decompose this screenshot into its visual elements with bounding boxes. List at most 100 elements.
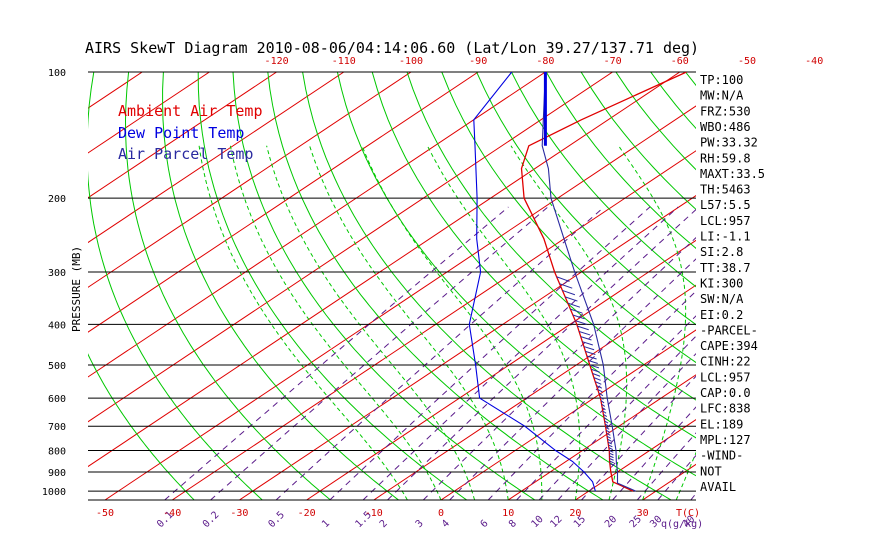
dry-adiabat-line <box>371 72 696 439</box>
isotherm-line <box>440 329 696 500</box>
isotherm-line <box>0 72 8 500</box>
index-label: RH:59.8 <box>700 151 751 165</box>
cape-hatch-line <box>599 396 604 400</box>
pressure-tick-label: 200 <box>48 194 66 205</box>
index-label: TP:100 <box>700 73 743 87</box>
cape-hatch-line <box>588 360 598 364</box>
pressure-tick-label: 1000 <box>42 487 66 498</box>
pressure-tick-label: 400 <box>48 320 66 331</box>
mixing-ratio-tick-label: 0.5 <box>266 510 287 531</box>
cape-hatch-line <box>586 355 597 360</box>
cape-hatch-line <box>601 407 606 411</box>
mixing-ratio-tick-label: 12 <box>548 514 564 530</box>
bottom-temp-tick-label: 10 <box>502 508 514 519</box>
cape-hatch-line <box>578 330 591 336</box>
cape-hatch-line <box>602 410 607 414</box>
moist-adiabat-line <box>229 145 442 500</box>
isotherm-line <box>88 72 210 154</box>
mixing-ratio-line <box>487 290 696 500</box>
bottom-temp-tick-label: 20 <box>569 508 581 519</box>
cape-hatch-line <box>564 296 578 302</box>
mixing-ratio-tick-label: 8 <box>507 518 519 530</box>
legend-parcel: Air Parcel Temp <box>118 145 253 163</box>
index-label: FRZ:530 <box>700 104 751 118</box>
isobar-lines <box>88 71 696 501</box>
dry-adiabat-line <box>545 72 696 249</box>
index-label: TH:5463 <box>700 183 751 197</box>
cape-hatch-line <box>597 388 603 393</box>
cape-hatch-line <box>605 426 610 430</box>
isotherm-line <box>171 150 696 500</box>
isotherm-line <box>777 72 870 500</box>
mixing-ratio-line <box>449 258 696 500</box>
dry-adiabat-line <box>88 353 195 500</box>
dry-adiabat-line <box>302 72 672 500</box>
mixing-ratio-line <box>362 206 679 500</box>
index-label: WBO:486 <box>700 120 751 134</box>
y-axis-label: PRESSURE (MB) <box>70 246 83 332</box>
pressure-tick-label: 100 <box>48 68 66 79</box>
index-label: MPL:127 <box>700 433 751 447</box>
cape-hatch-line <box>562 289 576 296</box>
mixing-ratio-tick-label: 20 <box>603 514 619 530</box>
dry-adiabat-line <box>88 72 263 500</box>
index-label: -WIND- <box>700 449 743 463</box>
dry-adiabat-line <box>197 72 468 500</box>
index-label: -PARCEL- <box>700 323 758 337</box>
dry-adiabat-line <box>162 72 399 500</box>
mixing-ratio-tick-label: 1 <box>320 518 332 530</box>
index-label: TT:38.7 <box>700 261 751 275</box>
moist-adiabat-line <box>309 145 509 500</box>
cape-hatch-line <box>609 455 614 459</box>
dry-adiabat-line <box>441 72 696 364</box>
isotherm-line <box>507 374 696 500</box>
pressure-tick-label: 300 <box>48 268 66 279</box>
cape-hatch-line <box>604 423 609 427</box>
index-label: LCL:957 <box>700 214 751 228</box>
dry-adiabat-line <box>825 72 870 500</box>
cape-hatch-line <box>609 452 614 456</box>
mixing-ratio-tick-label: 0.2 <box>201 510 222 531</box>
dry-adiabat-line <box>790 72 870 500</box>
cape-hatch-line <box>609 450 614 453</box>
top-temp-tick-label: -70 <box>604 56 622 67</box>
mixing-ratio-line <box>164 206 509 500</box>
mixing-ratio-line <box>387 208 696 500</box>
pressure-tick-label: 500 <box>48 361 66 372</box>
top-temp-tick-label: -110 <box>332 56 356 67</box>
mixing-ratio-tick-label: 10 <box>530 514 546 530</box>
mixing-ratio-line <box>210 206 549 500</box>
top-temp-tick-label: -100 <box>399 56 423 67</box>
index-label: NOT <box>700 464 722 478</box>
cape-hatch-line <box>607 441 613 445</box>
pressure-tick-label: 600 <box>48 394 66 405</box>
isotherm-line <box>88 72 681 468</box>
isotherm-line <box>88 72 479 333</box>
cape-hatch-line <box>605 429 611 433</box>
cape-hatch-line <box>609 460 614 464</box>
cape-hatch-line <box>593 377 601 381</box>
cape-hatch-line <box>556 276 570 282</box>
index-label: SI:2.8 <box>700 245 743 259</box>
cape-hatch-line <box>583 346 595 351</box>
isotherm-line <box>88 72 345 244</box>
dry-adiabat-line <box>755 72 870 500</box>
bottom-temp-tick-label: -10 <box>365 508 383 519</box>
mixing-ratio-tick-label: 3 <box>414 518 426 530</box>
index-label: SW:N/A <box>700 292 744 306</box>
cape-hatch-line <box>577 325 589 331</box>
index-label: LFC:838 <box>700 402 751 416</box>
isotherm-line <box>239 194 696 500</box>
moist-adiabat-line <box>618 145 687 500</box>
index-label: EL:189 <box>700 417 743 431</box>
cape-hatch-line <box>585 350 596 355</box>
bottom-temp-tick-label: -30 <box>230 508 248 519</box>
bottom-temp-tick-label: 0 <box>438 508 444 519</box>
top-temp-tick-label: -120 <box>265 56 289 67</box>
dry-adiabat-line <box>336 72 696 477</box>
legend-ambient: Ambient Air Temp <box>118 102 263 120</box>
top-temp-tick-label: -50 <box>738 56 756 67</box>
cape-hatch-line <box>594 381 602 385</box>
dry-adiabat-line <box>860 72 870 500</box>
isotherm-line <box>88 72 277 199</box>
